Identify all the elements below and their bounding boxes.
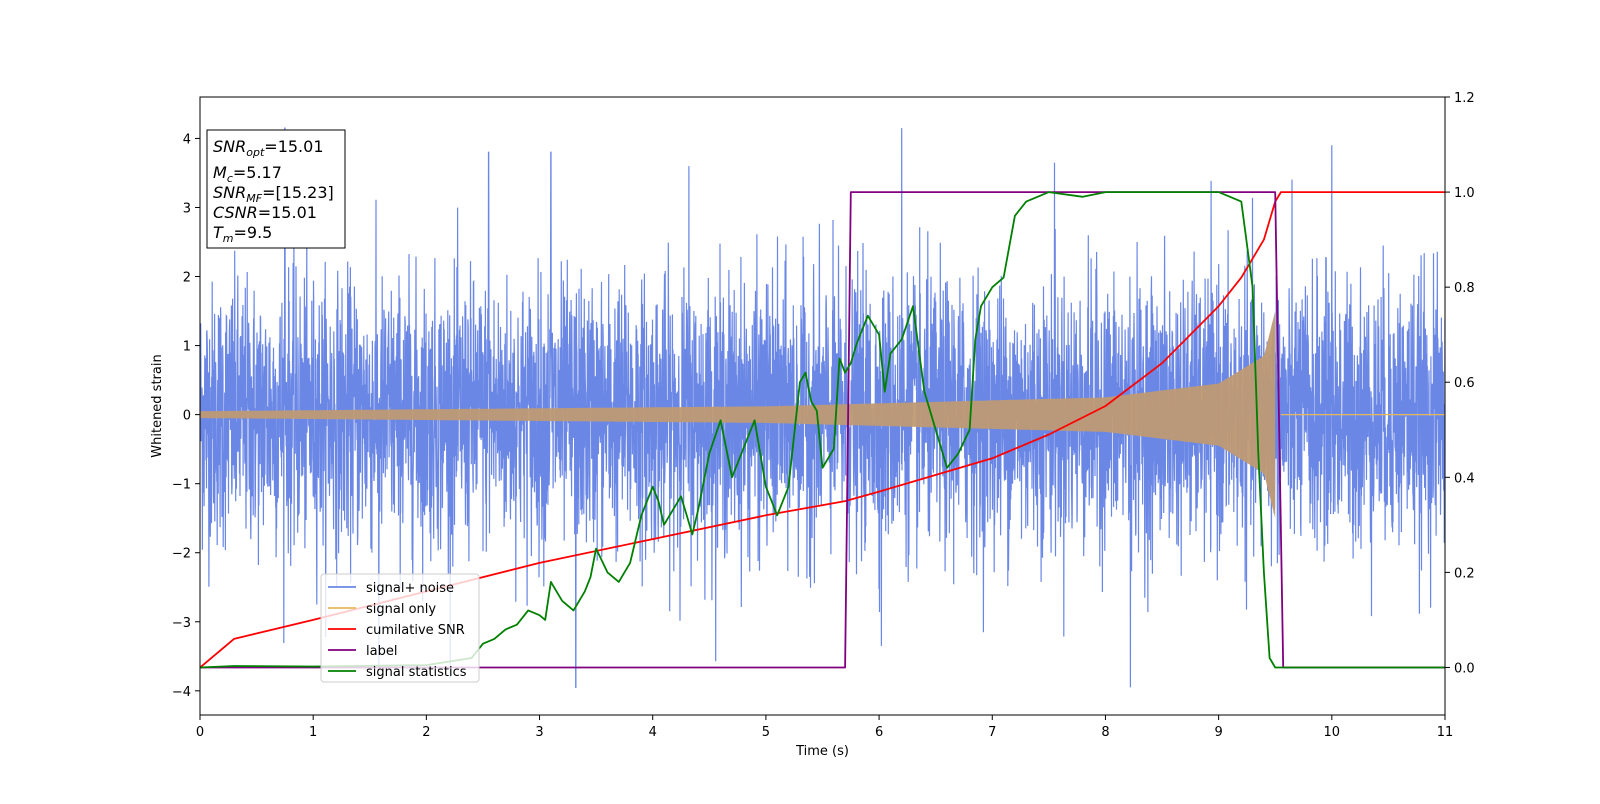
- x-tick-label: 0: [196, 725, 204, 740]
- stats-annotation-box: SNRopt=15.01 Mc=5.17 SNRMF=[15.23] CSNR=…: [206, 129, 346, 249]
- legend-label: cumilative SNR: [366, 623, 465, 638]
- legend-label: signal only: [366, 602, 436, 617]
- y-tick-label: −1: [172, 478, 191, 493]
- x-axis: 0 1 2 3 4 5 6 7 8 9 10 11: [196, 715, 1453, 740]
- y-tick-label: 1: [183, 340, 191, 355]
- y-tick-label: −2: [172, 547, 191, 562]
- x-tick-label: 6: [875, 725, 883, 740]
- y-tick-label: 4: [183, 132, 191, 147]
- y2-tick-label: 1.0: [1454, 186, 1475, 201]
- y-axis-label: Whitened strain: [150, 354, 165, 457]
- y2-tick-label: 1.2: [1454, 91, 1475, 106]
- y2-tick-label: 0.8: [1454, 281, 1475, 296]
- x-tick-label: 7: [988, 725, 996, 740]
- x-tick-label: 10: [1324, 725, 1341, 740]
- signal-only-envelope: [200, 311, 1276, 519]
- y-tick-label: −3: [172, 616, 191, 631]
- y2-tick-label: 0.2: [1454, 566, 1475, 581]
- signal-statistics-line: [200, 191, 1445, 669]
- x-axis-label: Time (s): [795, 744, 849, 759]
- x-tick-label: 5: [762, 725, 770, 740]
- legend-label: label: [366, 644, 397, 659]
- legend: signal+ noise signal only cumilative SNR la…: [320, 573, 480, 683]
- csnr-annotation: CSNR=15.01: [213, 203, 317, 222]
- x-tick-label: 9: [1214, 725, 1222, 740]
- y-tick-label: 0: [183, 409, 191, 424]
- legend-items: signal+ noise signal only cumilative SNR la…: [328, 581, 467, 680]
- y2-tick-label: 0.0: [1454, 661, 1475, 676]
- y-axis-left: −4 −3 −2 −1 0 1 2 3 4: [172, 132, 200, 700]
- y-tick-label: −4: [172, 685, 191, 700]
- y2-tick-label: 0.4: [1454, 471, 1475, 486]
- legend-label: signal statistics: [366, 665, 467, 680]
- x-tick-label: 11: [1437, 725, 1454, 740]
- legend-label: signal+ noise: [366, 581, 454, 596]
- snr-mf-annotation: SNRMF=[15.23]: [213, 183, 334, 205]
- x-tick-label: 4: [649, 725, 657, 740]
- snr-opt-annotation: SNRopt=15.01: [213, 137, 324, 159]
- mc-annotation: Mc=5.17: [213, 163, 282, 185]
- x-tick-label: 1: [309, 725, 317, 740]
- y2-tick-label: 0.6: [1454, 376, 1475, 391]
- y-tick-label: 2: [183, 271, 191, 286]
- x-tick-label: 3: [535, 725, 543, 740]
- x-tick-label: 8: [1101, 725, 1109, 740]
- tm-annotation: Tm=9.5: [213, 223, 272, 245]
- axes-frame: [199, 96, 1446, 716]
- y-axis-right: 0.0 0.2 0.4 0.6 0.8 1.0 1.2: [1445, 91, 1475, 676]
- y-tick-label: 3: [183, 201, 191, 216]
- x-tick-label: 2: [422, 725, 430, 740]
